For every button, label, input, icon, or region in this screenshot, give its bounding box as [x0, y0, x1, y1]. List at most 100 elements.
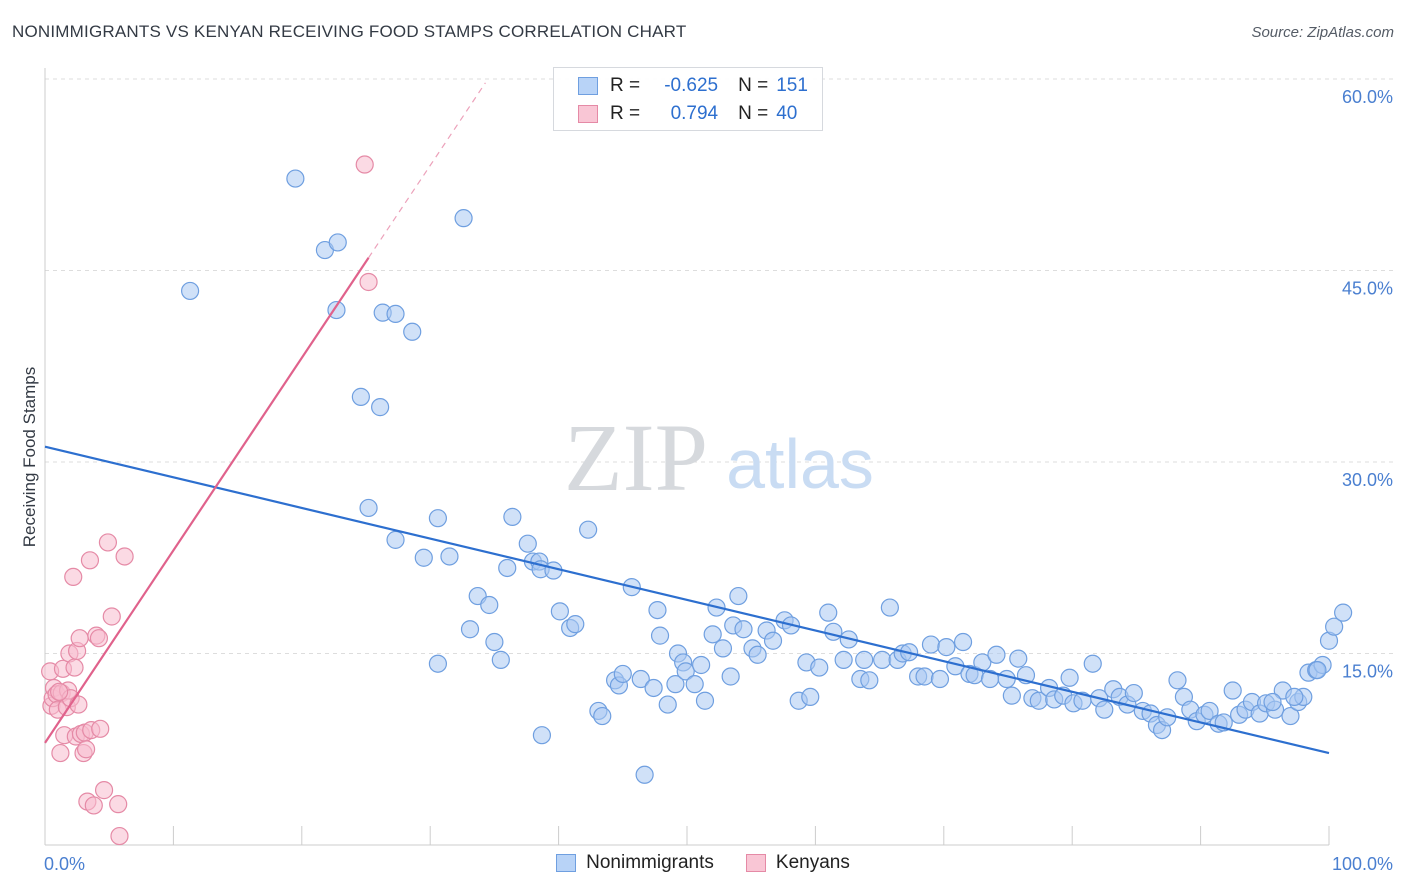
r-label: R =: [610, 75, 641, 96]
correlation-stats-box: R = -0.625 N = 151 R = 0.794 N = 40: [553, 67, 823, 131]
nonimmigrants-point: [503, 507, 522, 526]
nonimmigrants-point: [658, 695, 677, 714]
nonimmigrants-point: [635, 765, 654, 784]
kenyans-point: [80, 551, 100, 570]
kenyans-point: [98, 533, 118, 552]
nonimmigrants-point: [1124, 683, 1143, 703]
kenyans-point: [355, 155, 374, 174]
nonimmigrants-point: [644, 678, 663, 698]
n-value: 40: [776, 103, 798, 124]
trend-lines: [44, 82, 1330, 755]
nonimmigrants-point: [729, 586, 748, 606]
nonimmigrants-point: [987, 645, 1006, 664]
stats-row-kenyans: R = 0.794 N = 40: [578, 101, 797, 127]
nonimmigrants-point: [748, 645, 767, 664]
nonimmigrants-point: [180, 281, 200, 301]
r-value: -0.625: [664, 75, 719, 96]
nonimmigrants-point: [1009, 649, 1028, 668]
n-value: 151: [776, 75, 808, 96]
legend: Nonimmigrants Kenyans: [0, 852, 1406, 874]
legend-label-kenyans: Kenyans: [775, 852, 850, 873]
nonimmigrants-point: [666, 675, 685, 694]
kenyans-point: [359, 272, 378, 292]
nonimmigrants-point: [631, 669, 650, 689]
nonimmigrants-point: [650, 626, 670, 645]
nonimmigrants-point: [498, 558, 517, 578]
kenyans-legend-swatch: [745, 854, 766, 872]
kenyans-points: [41, 155, 378, 846]
nonimmigrants-point: [1083, 654, 1102, 673]
nonimmigrants-point: [359, 498, 378, 518]
nonimmigrants-point: [351, 387, 370, 406]
nonimmigrants-point: [327, 300, 346, 320]
nonimmigrants-point: [937, 638, 956, 657]
legend-item-kenyans[interactable]: Kenyans: [745, 852, 850, 874]
stats-row-nonimmigrants: R = -0.625 N = 151: [578, 73, 808, 99]
kenyans-point: [69, 695, 88, 714]
nonimmigrants-trend-line: [44, 445, 1330, 755]
nonimmigrants-point: [685, 675, 704, 694]
chart-title: NONIMMIGRANTS VS KENYAN RECEIVING FOOD S…: [12, 22, 687, 41]
kenyans-point: [51, 743, 70, 763]
n-label: N =: [738, 103, 769, 124]
kenyans-point: [91, 719, 110, 738]
nonimmigrants-point: [1158, 708, 1177, 727]
x-tick-label: 0.0%: [44, 854, 85, 874]
kenyans-point: [70, 629, 89, 648]
kenyans-point: [50, 682, 69, 701]
nonimmigrants-point: [593, 706, 612, 726]
nonimmigrants-point: [532, 726, 552, 745]
axes: [44, 68, 1330, 846]
nonimmigrants-point: [1200, 701, 1219, 721]
nonimmigrants-point: [454, 209, 473, 228]
nonimmigrants-point: [860, 671, 879, 690]
nonimmigrants-point: [953, 632, 973, 652]
kenyans-trend-line: [44, 257, 370, 744]
watermark-zip: ZIP: [564, 404, 708, 511]
nonimmigrants-point: [676, 662, 695, 681]
nonimmigrants-point: [328, 233, 347, 252]
nonimmigrants-point: [566, 615, 585, 634]
y-tick-label: 30.0%: [1342, 470, 1393, 490]
watermark-atlas: atlas: [726, 425, 874, 503]
nonimmigrants-point: [801, 687, 820, 707]
nonimmigrants-point: [1308, 660, 1327, 680]
nonimmigrants-point: [386, 304, 405, 324]
nonimmigrants-point: [414, 548, 433, 567]
legend-label-nonimmigrants: Nonimmigrants: [586, 852, 714, 873]
nonimmigrants-point: [485, 632, 504, 652]
nonimmigrants-point: [460, 620, 480, 639]
nonimmigrants-point: [721, 667, 740, 686]
kenyans-point: [64, 567, 83, 587]
x-tick-label: 100.0%: [1332, 854, 1393, 874]
grid: [45, 78, 1393, 654]
legend-item-nonimmigrants[interactable]: Nonimmigrants: [556, 852, 714, 874]
kenyans-point: [102, 607, 121, 626]
nonimmigrants-point: [1002, 686, 1021, 705]
kenyans-point: [115, 547, 134, 566]
nonimmigrants-point: [286, 169, 305, 188]
nonimmigrants-point: [915, 667, 934, 686]
nonimmigrants-point: [810, 658, 829, 677]
nonimmigrants-point: [428, 654, 448, 673]
nonimmigrants-point: [1060, 668, 1079, 687]
source-label: Source: ZipAtlas.com: [1251, 24, 1394, 41]
kenyans-point: [109, 795, 128, 814]
kenyans-point: [89, 629, 109, 648]
nonimmigrants-point: [518, 534, 537, 553]
nonimmigrants-point: [403, 322, 422, 341]
kenyans-point: [110, 826, 129, 846]
y-tick-label: 15.0%: [1342, 662, 1393, 682]
kenyans-point: [84, 796, 103, 815]
nonimmigrants-point: [819, 603, 838, 622]
nonimmigrants-point: [371, 398, 390, 417]
nonimmigrants-point: [734, 620, 753, 639]
n-label: N =: [738, 75, 769, 96]
nonimmigrants-point: [692, 655, 711, 675]
y-axis-label: Receiving Food Stamps: [20, 367, 39, 547]
nonimmigrants-point: [1334, 603, 1353, 622]
nonimmigrants-point: [834, 650, 853, 669]
kenyans-swatch: [578, 105, 598, 123]
